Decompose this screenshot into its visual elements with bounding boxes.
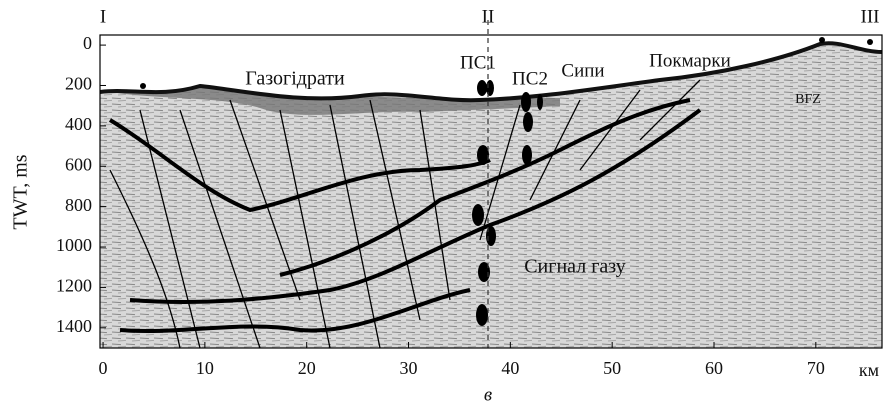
- annotation: BFZ: [795, 92, 821, 107]
- annotation: Газогідрати: [245, 68, 345, 90]
- y-tick-label: 1000: [56, 235, 92, 255]
- figure: TWT, ms км в 0 10 20 30 40 50 60 70 0 200 400 600 80…: [0, 0, 889, 410]
- annotation: Сигнал газу: [524, 256, 626, 278]
- x-tick-label: 20: [298, 358, 316, 378]
- profile-mark: III: [861, 6, 880, 27]
- y-tick-label: 400: [65, 114, 92, 134]
- x-tick-label: 10: [196, 358, 214, 378]
- x-tick-label: 60: [705, 358, 723, 378]
- x-tick-label: 50: [603, 358, 621, 378]
- y-tick-label: 1400: [56, 316, 92, 336]
- y-tick-label: 0: [83, 33, 92, 53]
- y-tick-label: 200: [65, 74, 92, 94]
- y-tick-label: 1200: [56, 276, 92, 296]
- annotation: Покмарки: [649, 50, 731, 71]
- annotation: ПС2: [512, 68, 548, 89]
- profile-mark: II: [482, 6, 495, 27]
- annotation: ПС1: [460, 52, 496, 73]
- annotation: Сипи: [561, 60, 604, 81]
- y-tick-label: 600: [65, 154, 92, 174]
- seismic-image: [100, 37, 882, 348]
- x-tick-label: 40: [501, 358, 519, 378]
- profile-mark: I: [100, 6, 106, 27]
- caption: в: [484, 384, 492, 405]
- x-tick-label: 0: [99, 358, 108, 378]
- y-axis-label: TWT, ms: [10, 154, 32, 229]
- x-tick-label: 30: [400, 358, 418, 378]
- y-tick-label: 800: [65, 195, 92, 215]
- x-tick-label: 70: [807, 358, 825, 378]
- x-unit-label: км: [859, 360, 879, 380]
